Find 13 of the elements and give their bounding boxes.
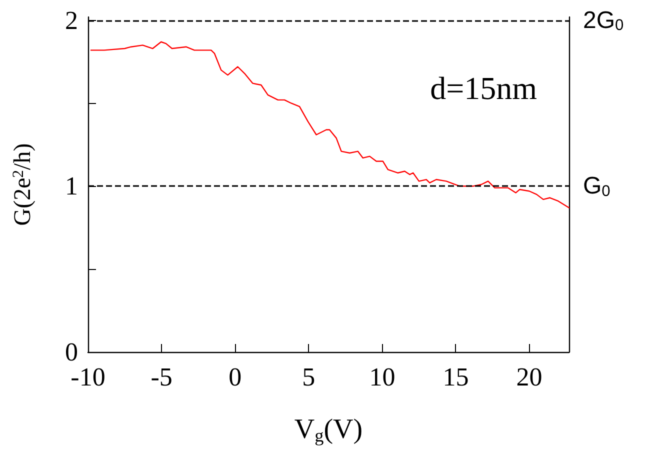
x-tick-label: 10	[369, 362, 396, 392]
x-tick-label: 0	[228, 362, 242, 392]
y-axis-title: G(2e2/h)	[10, 143, 36, 226]
x-tick-label: 5	[302, 362, 316, 392]
y-tick-label: 2	[65, 6, 78, 35]
ref-line-label: G0	[583, 172, 611, 200]
x-tick-label: 15	[442, 362, 469, 392]
ref-line-label: 2G0	[583, 6, 624, 34]
x-tick-label: 20	[516, 362, 542, 392]
annotation: d=15nm	[430, 70, 538, 106]
line-series	[90, 41, 570, 208]
x-tick-label: -5	[150, 362, 172, 392]
y-tick-label: 1	[65, 172, 78, 201]
